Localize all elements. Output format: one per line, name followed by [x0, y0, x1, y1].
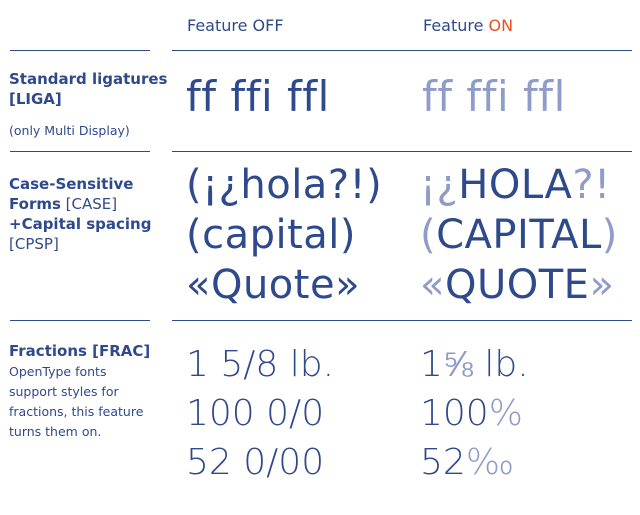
frac-on-line3: 52‰ — [420, 439, 514, 487]
case-on-2b: CAPITAL — [436, 212, 602, 258]
frac-off-line1: 1 5/8 lb. — [186, 344, 335, 385]
frac-on-3-sym: ‰ — [465, 442, 515, 483]
header-feature-on: Feature ON — [423, 16, 513, 35]
frac-desc-2: support styles for — [9, 384, 119, 399]
liga-note: (only Multi Display) — [9, 123, 130, 138]
case-on-3b: QUOTE — [444, 262, 590, 308]
frac-off-line2: 100 0/0 — [186, 393, 325, 434]
case-off-line2: (capital) — [186, 212, 357, 258]
liga-title-line1: Standard ligatures — [9, 70, 168, 88]
case-on-1c: ?! — [572, 162, 611, 208]
frac-on-line1: 1⅝ lb. — [420, 341, 529, 389]
case-on-1b: HOLA — [458, 162, 573, 208]
case-off-line3: «Quote» — [186, 262, 361, 308]
case-on-2c: ) — [601, 212, 618, 258]
frac-title: Fractions [FRAC] — [9, 342, 151, 360]
header-on-prefix: Feature — [423, 16, 489, 35]
frac-on-2-sym: % — [488, 393, 523, 434]
liga-on-sample: ff ffi ffl — [422, 72, 566, 121]
header-on-word: ON — [488, 16, 514, 35]
frac-desc-4: turns them on. — [9, 424, 102, 439]
case-off-line1: (¡¿hola?!) — [186, 162, 383, 208]
frac-desc-1: OpenType fonts — [9, 364, 107, 379]
frac-on-1-whole: 1 — [420, 344, 443, 385]
frac-on-3-whole: 52 — [420, 442, 466, 483]
header-feature-off: Feature OFF — [187, 16, 284, 35]
frac-on-2-whole: 100 — [420, 393, 489, 434]
divider-right-1 — [172, 50, 632, 51]
frac-on-line2: 100% — [420, 390, 523, 438]
case-title-tag: [CASE] — [60, 195, 118, 213]
case-title-line1: Case-Sensitive — [9, 175, 134, 193]
frac-on-1-frac: ⅝ — [442, 344, 473, 385]
divider-left-2 — [10, 151, 150, 152]
divider-left-3 — [10, 320, 150, 321]
case-on-2a: ( — [420, 212, 437, 258]
frac-off-line3: 52 0/00 — [186, 442, 325, 483]
case-title-line3: +Capital spacing — [9, 215, 152, 233]
divider-right-3 — [172, 320, 632, 321]
divider-left-1 — [10, 50, 150, 51]
case-on-line3: «QUOTE» — [420, 260, 614, 310]
liga-title-line2: [LIGA] — [9, 90, 62, 108]
case-on-line1: ¡¿HOLA?! — [420, 160, 611, 210]
case-on-3c: » — [589, 262, 615, 308]
divider-right-2 — [172, 151, 632, 152]
case-on-3a: « — [420, 262, 445, 308]
liga-off-sample: ff ffi ffl — [186, 72, 330, 121]
frac-desc-3: fractions, this feature — [9, 404, 144, 419]
case-title-line2: Forms [CASE] — [9, 194, 117, 214]
case-title-line4: [CPSP] — [9, 235, 59, 253]
case-on-line2: (CAPITAL) — [420, 210, 618, 260]
case-on-1a: ¡¿ — [420, 162, 459, 208]
frac-on-1-unit: lb. — [472, 344, 529, 385]
case-title-forms: Forms — [9, 195, 61, 213]
